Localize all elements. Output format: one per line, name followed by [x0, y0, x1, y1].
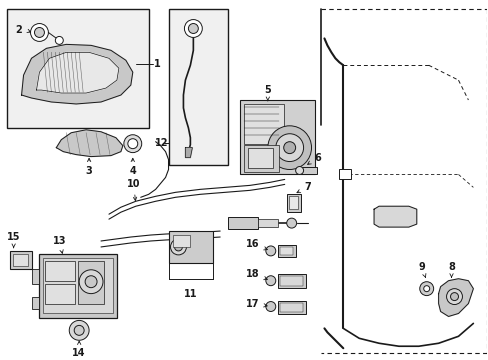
Text: 3: 3 [85, 158, 92, 176]
Circle shape [74, 325, 84, 335]
Bar [168, 9, 227, 165]
Bar [277, 274, 305, 288]
Bar [279, 302, 302, 312]
Bar [279, 276, 302, 286]
Circle shape [35, 27, 44, 37]
Circle shape [265, 246, 275, 256]
Circle shape [295, 167, 303, 175]
Text: 12: 12 [155, 138, 168, 148]
Bar [10, 251, 31, 269]
Circle shape [446, 289, 462, 305]
Bar [13, 254, 27, 266]
Bar [244, 104, 283, 144]
Circle shape [265, 276, 275, 286]
Text: 17: 17 [245, 298, 266, 309]
Circle shape [283, 142, 295, 154]
Bar [279, 247, 292, 255]
Polygon shape [438, 279, 472, 316]
Bar [297, 167, 317, 175]
Text: 5: 5 [264, 85, 271, 101]
Bar [277, 245, 295, 257]
Bar [45, 261, 75, 281]
Bar [227, 217, 257, 229]
Text: 2: 2 [15, 26, 22, 36]
Circle shape [267, 126, 311, 170]
Text: 8: 8 [447, 262, 454, 278]
Bar [257, 219, 277, 227]
Polygon shape [56, 130, 122, 157]
Circle shape [265, 302, 275, 311]
Text: 4: 4 [129, 158, 136, 176]
Bar [31, 269, 40, 284]
Text: 16: 16 [245, 239, 267, 250]
Circle shape [286, 218, 296, 228]
Circle shape [30, 23, 48, 41]
Circle shape [449, 293, 458, 301]
Circle shape [275, 134, 303, 162]
Circle shape [423, 286, 429, 292]
Circle shape [79, 270, 103, 294]
Polygon shape [37, 52, 119, 93]
Polygon shape [185, 148, 192, 158]
Text: 7: 7 [296, 183, 310, 193]
Circle shape [184, 19, 202, 37]
Text: 1: 1 [154, 59, 161, 69]
Text: 11: 11 [183, 289, 197, 298]
Circle shape [85, 276, 97, 288]
Circle shape [188, 23, 198, 33]
Text: 9: 9 [418, 262, 425, 278]
Text: 14: 14 [72, 341, 86, 358]
Bar [172, 235, 190, 247]
Bar [45, 284, 75, 303]
Circle shape [123, 135, 142, 153]
Polygon shape [21, 44, 133, 104]
Bar [31, 297, 40, 309]
Text: 10: 10 [127, 179, 140, 201]
Text: 13: 13 [52, 236, 66, 253]
Bar [78, 261, 104, 303]
Circle shape [419, 282, 433, 296]
Bar [288, 196, 297, 209]
Text: 15: 15 [7, 232, 20, 248]
Bar [7, 9, 148, 128]
Circle shape [127, 139, 138, 149]
Bar [43, 258, 113, 314]
Bar [40, 254, 117, 319]
Bar [240, 100, 314, 175]
Bar [244, 145, 278, 172]
Text: 18: 18 [245, 269, 267, 280]
Circle shape [69, 320, 89, 340]
Bar [247, 148, 272, 167]
Bar [339, 170, 350, 179]
Bar [277, 301, 305, 315]
Bar [286, 194, 300, 212]
Polygon shape [373, 206, 416, 227]
Text: 6: 6 [307, 153, 320, 165]
Circle shape [174, 243, 182, 251]
Circle shape [55, 36, 63, 44]
Bar [168, 231, 213, 263]
Circle shape [170, 239, 186, 255]
